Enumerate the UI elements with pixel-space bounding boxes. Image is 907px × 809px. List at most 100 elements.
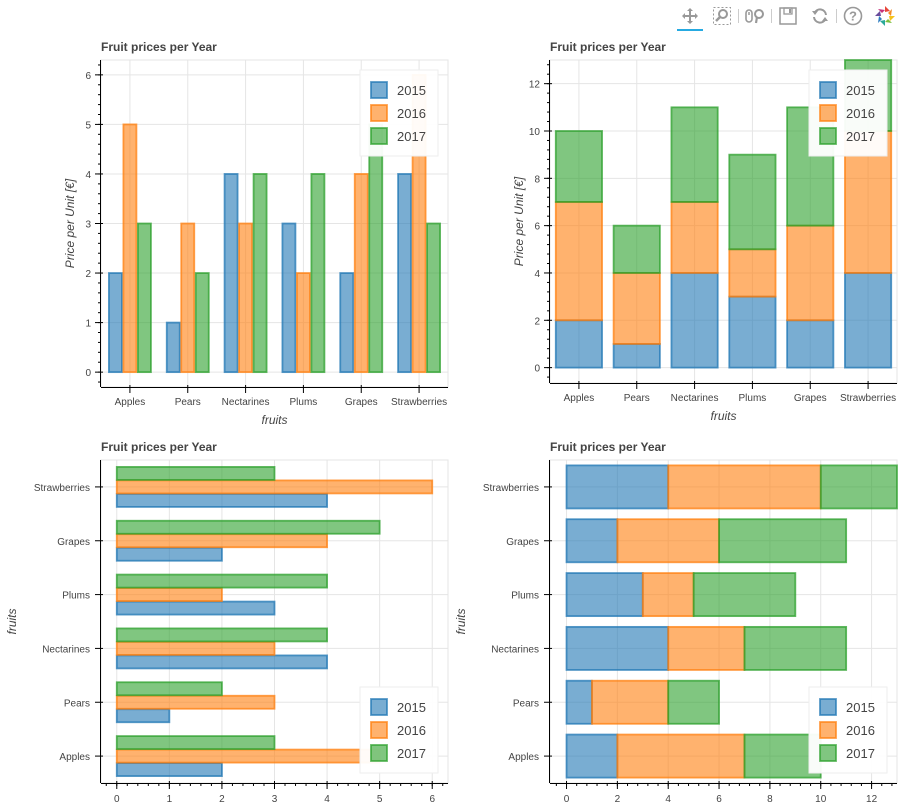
bar-2015-pears	[115, 708, 171, 724]
legend: 2015 2016 2017	[808, 69, 888, 157]
x-tick-label: 12	[866, 794, 878, 805]
box-zoom-tool-button[interactable]	[706, 1, 738, 31]
y-tick-label: Nectarines	[42, 644, 90, 655]
x-tick-label: Apples	[564, 393, 595, 404]
chart-3: Fruit prices per Year 0 2 4 6 8 10 12 Apples Pear…	[454, 440, 898, 805]
bar-2017-grapes	[368, 123, 384, 374]
bar-2015-nectarines	[565, 625, 670, 671]
legend-swatch-2017	[370, 127, 388, 145]
reset-tool-button[interactable]	[804, 1, 836, 31]
chart-0: Fruit prices per Year 0 1 2 3 4 5 6 Apples Pears N…	[63, 40, 449, 427]
bar-2017-grapes	[115, 519, 381, 535]
bar-2016-apples	[616, 733, 746, 779]
bokeh-logo-link[interactable]	[869, 1, 901, 31]
bar-2017-pears	[612, 224, 661, 274]
y-tick-label: 12	[529, 80, 541, 91]
bar-2016-plums	[728, 248, 777, 298]
legend-label-2017: 2017	[397, 129, 426, 144]
help-tool-button[interactable]: ?	[837, 1, 869, 31]
x-tick-label: 6	[429, 794, 435, 805]
bar-2015-grapes	[786, 319, 835, 369]
x-axis-label: fruits	[261, 413, 287, 427]
bar-2016-plums	[296, 272, 311, 374]
y-tick-label: Pears	[64, 698, 90, 709]
y-tick-label: 4	[534, 269, 540, 280]
y-tick-label: Plums	[511, 591, 539, 602]
y-tick-label: 6	[534, 222, 540, 233]
bar-2015-plums	[115, 600, 276, 616]
legend-label-2016: 2016	[846, 723, 875, 738]
y-tick-label: Plums	[62, 591, 90, 602]
legend-swatch-2015	[370, 81, 388, 99]
y-tick-label: 4	[85, 170, 91, 181]
toolbar-separator	[771, 9, 772, 23]
bar-2016-plums	[115, 587, 223, 602]
x-tick-label: Strawberries	[391, 397, 447, 408]
axes: 0 2 4 6 8 10 12 Apples Pears Nectarines Plums Grape…	[512, 60, 897, 423]
x-tick-label: 1	[167, 794, 173, 805]
bar-2016-apples	[554, 201, 603, 322]
bar-2017-plums	[728, 153, 777, 251]
legend-swatch-2015	[819, 698, 837, 716]
save-tool-button[interactable]	[772, 1, 804, 31]
bar-2016-pears	[612, 272, 661, 345]
y-axis-label: fruits	[5, 608, 19, 634]
y-tick-label: 5	[85, 120, 91, 131]
legend-label-2017: 2017	[397, 746, 426, 761]
bar-2015-apples	[115, 762, 223, 777]
x-tick-label: 4	[324, 794, 330, 805]
y-tick-label: Nectarines	[491, 644, 539, 655]
x-tick-label: 3	[272, 794, 278, 805]
box-zoom-icon	[713, 7, 731, 25]
x-tick-label: Plums	[739, 393, 767, 404]
bar-2016-nectarines	[115, 641, 276, 656]
bar-2015-pears	[565, 679, 593, 725]
bar-2015-plums	[565, 572, 644, 618]
bar-2015-apples	[565, 733, 619, 779]
y-tick-label: Strawberries	[483, 483, 539, 494]
legend-label-2016: 2016	[397, 723, 426, 738]
bar-2016-grapes	[353, 173, 369, 374]
bar-2015-strawberries	[115, 493, 328, 508]
x-tick-label: Pears	[624, 393, 650, 404]
bar-2017-grapes	[718, 518, 848, 564]
chart-title: Fruit prices per Year	[101, 440, 217, 454]
x-axis-label: fruits	[710, 409, 736, 423]
x-tick-label: 2	[219, 794, 225, 805]
bar-2015-pears	[165, 321, 181, 374]
bar-2016-nectarines	[238, 222, 253, 374]
y-tick-label: 10	[529, 127, 541, 138]
pan-tool-button[interactable]	[674, 1, 706, 31]
y-tick-label: Apples	[59, 752, 90, 763]
chart-title: Fruit prices per Year	[101, 40, 217, 54]
y-tick-label: Apples	[508, 752, 539, 763]
bar-2016-plums	[641, 572, 695, 618]
bar-2017-plums	[115, 573, 328, 589]
pan-icon	[682, 8, 698, 24]
legend-swatch-2015	[370, 698, 388, 716]
bar-2016-pears	[180, 222, 196, 374]
bar-2017-strawberries	[426, 222, 441, 374]
legend-swatch-2016	[370, 721, 388, 739]
bar-2017-apples	[554, 130, 603, 203]
y-tick-label: Grapes	[57, 537, 90, 548]
bokeh-logo-icon	[875, 6, 895, 26]
wheel-zoom-tool-button[interactable]	[739, 1, 771, 31]
bar-2016-grapes	[115, 533, 328, 549]
bar-2015-strawberries	[844, 272, 893, 369]
bars	[115, 466, 434, 777]
x-tick-label: 0	[114, 794, 120, 805]
chart-2: Fruit prices per Year 0 1 2 3 4 5 6 Apples Pears N…	[5, 440, 449, 805]
x-tick-label: Strawberries	[840, 393, 896, 404]
chart-title: Fruit prices per Year	[550, 40, 666, 54]
bar-2017-nectarines	[670, 106, 719, 203]
help-icon: ?	[843, 6, 863, 26]
x-tick-label: Nectarines	[671, 393, 719, 404]
bar-2017-nectarines	[115, 627, 328, 643]
save-icon	[779, 7, 797, 25]
axes: 0 2 4 6 8 10 12 Apples Pears Nectarines Plums Grape…	[454, 460, 897, 805]
y-tick-label: Grapes	[506, 537, 539, 548]
legend-label-2015: 2015	[846, 700, 875, 715]
legend-swatch-2016	[819, 721, 837, 739]
y-axis-label: Price per Unit [€]	[512, 176, 526, 266]
